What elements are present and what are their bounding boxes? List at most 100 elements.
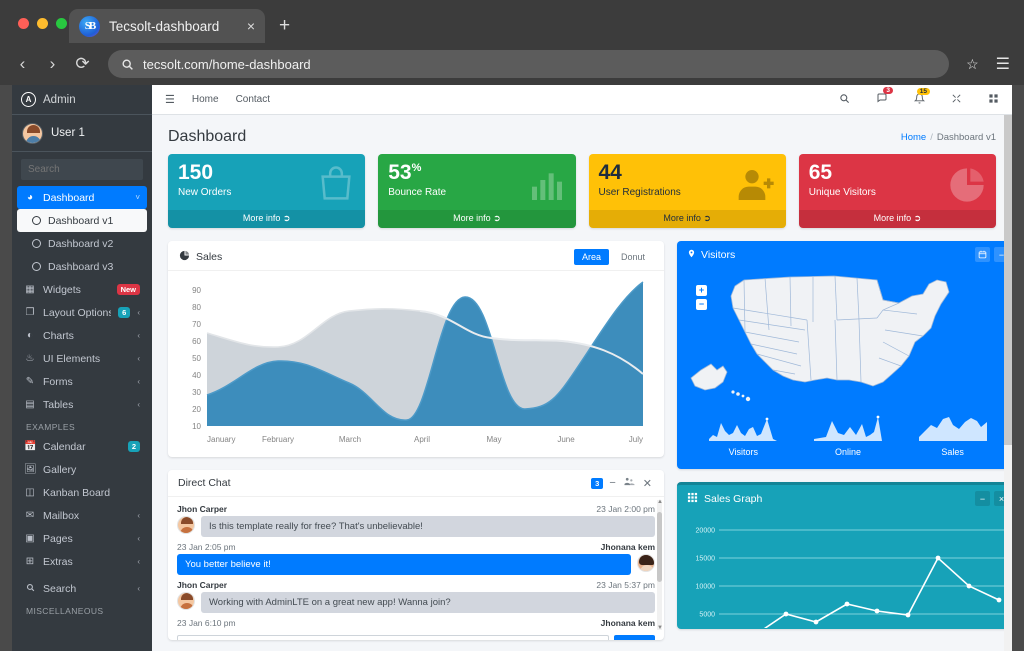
- more-info-link[interactable]: More info ➲: [378, 210, 576, 229]
- tab-donut[interactable]: Donut: [613, 249, 653, 265]
- more-info-link[interactable]: More info ➲: [168, 210, 366, 229]
- svg-text:April: April: [414, 435, 430, 444]
- tab-area[interactable]: Area: [573, 249, 609, 266]
- sidebar-item-label: UI Elements: [43, 352, 101, 365]
- user-plus-icon: [737, 165, 777, 210]
- chevron-left-icon: ‹: [137, 511, 140, 520]
- file-icon: ▣: [25, 533, 35, 544]
- breadcrumb-home[interactable]: Home: [900, 131, 927, 143]
- send-button[interactable]: Send: [613, 635, 655, 641]
- sidebar-user-name: User 1: [51, 127, 85, 139]
- sidebar-item-calendar[interactable]: 📅 Calendar 2: [17, 435, 147, 458]
- sidebar-search[interactable]: [21, 159, 152, 180]
- message-author: Jhonana kem: [600, 618, 655, 629]
- navbar-link-contact[interactable]: Contact: [235, 94, 271, 105]
- sales-graph-svg: 20000 15000 10000 5000: [696, 528, 1005, 630]
- browser-toolbar: ‹ › ⟳ tecsolt.com/home-dashboard ☆ ☰: [0, 43, 1024, 85]
- chat-message-input[interactable]: [177, 635, 609, 641]
- sidebar-item-label: Calendar: [43, 440, 86, 453]
- contacts-icon[interactable]: [622, 476, 637, 490]
- chevron-up-icon[interactable]: ▲: [657, 499, 663, 506]
- page-scrollbar[interactable]: [1004, 115, 1012, 651]
- svg-text:February: February: [262, 435, 294, 444]
- bookmark-star-icon[interactable]: ☆: [966, 55, 979, 72]
- smallbox-unique-visitors: 65 Unique Visitors More info ➲: [798, 154, 996, 229]
- search-icon[interactable]: [839, 93, 850, 107]
- fullscreen-icon[interactable]: [951, 93, 962, 107]
- sidebar-item-widgets[interactable]: ▦ Widgets New: [17, 278, 147, 301]
- close-icon[interactable]: ×: [246, 18, 255, 34]
- sidebar-item-forms[interactable]: ✎ Forms ‹: [17, 370, 147, 393]
- sidebar-toggle-icon[interactable]: ☰: [165, 94, 175, 106]
- notifications-bell-icon[interactable]: 15: [913, 87, 930, 107]
- more-info-link[interactable]: More info ➲: [798, 210, 996, 229]
- svg-text:90: 90: [192, 286, 201, 295]
- maximize-window-button[interactable]: [56, 18, 67, 29]
- forward-icon[interactable]: ›: [49, 54, 56, 73]
- browser-menu-icon[interactable]: ☰: [995, 56, 1010, 73]
- more-info-link[interactable]: More info ➲: [588, 210, 786, 229]
- tab-favicon: SB: [79, 15, 100, 37]
- minimize-window-button[interactable]: [37, 18, 48, 29]
- sparkline-sales: Sales: [900, 415, 1005, 457]
- map-zoom-controls: + −: [696, 285, 707, 311]
- sidebar-item-label: Dashboard: [43, 191, 95, 204]
- chevron-left-icon: ‹: [137, 557, 140, 566]
- calendar-icon[interactable]: [975, 247, 990, 263]
- sidebar-item-label: Gallery: [43, 463, 77, 476]
- chevron-left-icon: ‹: [137, 534, 140, 543]
- direct-chat-messages: Jhon Carper 23 Jan 2:00 pm Is this templa…: [168, 497, 664, 628]
- sidebar-item-dashboard-v2[interactable]: Dashboard v2: [17, 232, 147, 255]
- search-input[interactable]: [21, 159, 152, 180]
- sidebar-user-panel[interactable]: User 1: [12, 115, 152, 152]
- minimize-icon[interactable]: −: [609, 477, 616, 490]
- sidebar-item-pages[interactable]: ▣ Pages ‹: [17, 527, 147, 550]
- back-icon[interactable]: ‹: [19, 54, 26, 73]
- reload-icon[interactable]: ⟳: [75, 54, 90, 73]
- address-bar[interactable]: tecsolt.com/home-dashboard: [108, 50, 950, 78]
- card-title: Sales: [196, 251, 223, 264]
- svg-text:20: 20: [192, 405, 201, 414]
- brand-link[interactable]: A Admin: [12, 85, 152, 115]
- sidebar-item-dashboard[interactable]: ◕ Dashboard ˅: [17, 186, 147, 209]
- zoom-in-button[interactable]: +: [696, 285, 707, 297]
- sidebar-item-label: Dashboard v2: [48, 237, 114, 250]
- sidebar-item-ui-elements[interactable]: ♨ UI Elements ‹: [17, 347, 147, 370]
- minimize-icon[interactable]: −: [975, 491, 990, 507]
- svg-text:June: June: [557, 435, 575, 444]
- sidebar-item-charts[interactable]: ◐ Charts ‹: [17, 324, 147, 347]
- chevron-down-icon[interactable]: ▼: [657, 625, 663, 632]
- chevron-left-icon: ‹: [137, 308, 140, 317]
- apps-grid-icon[interactable]: [988, 93, 999, 107]
- scrollbar-thumb[interactable]: [1004, 115, 1012, 445]
- sidebar-item-mailbox[interactable]: ✉ Mailbox ‹: [17, 504, 147, 527]
- messages-icon[interactable]: 3: [876, 87, 893, 107]
- sidebar-item-layout-options[interactable]: ❐ Layout Options 6 ‹: [17, 301, 147, 324]
- calendar-icon: 📅: [24, 441, 37, 452]
- pie-chart-icon: [947, 165, 987, 210]
- zoom-out-button[interactable]: −: [696, 299, 707, 311]
- sales-graph-line: [762, 556, 1000, 630]
- chat-scrollbar[interactable]: ▲ ▼: [657, 499, 663, 632]
- new-tab-button[interactable]: +: [279, 15, 291, 36]
- avatar: [177, 516, 195, 535]
- browser-tab[interactable]: SB Tecsolt-dashboard ×: [69, 9, 265, 43]
- sidebar-item-tables[interactable]: ▤ Tables ‹: [17, 393, 147, 416]
- sidebar-item-search[interactable]: Search ‹: [17, 577, 147, 600]
- sales-graph-header: Sales Graph − ×: [677, 485, 1012, 512]
- smallbox-text: New Orders: [178, 187, 232, 199]
- close-window-button[interactable]: [18, 18, 29, 29]
- app-viewport: A Admin User 1 ◕ Dashboard ˅: [12, 85, 1012, 651]
- close-icon[interactable]: ✕: [642, 477, 652, 490]
- sidebar-item-kanban-board[interactable]: ◫ Kanban Board: [17, 481, 147, 504]
- sidebar-item-gallery[interactable]: 🖼 Gallery: [17, 458, 147, 481]
- chat-message: Jhon Carper 23 Jan 2:00 pm Is this templa…: [177, 504, 655, 538]
- sidebar-item-extras[interactable]: ⊞ Extras ‹: [17, 550, 147, 573]
- scrollbar-thumb[interactable]: [657, 512, 662, 583]
- sidebar-item-dashboard-v1[interactable]: Dashboard v1: [17, 209, 147, 232]
- usa-map[interactable]: [677, 268, 1012, 415]
- navbar-link-home[interactable]: Home: [191, 94, 219, 105]
- sidebar-item-dashboard-v3[interactable]: Dashboard v3: [17, 255, 147, 278]
- card-title: Visitors: [701, 248, 736, 261]
- chevron-left-icon: ‹: [137, 400, 140, 409]
